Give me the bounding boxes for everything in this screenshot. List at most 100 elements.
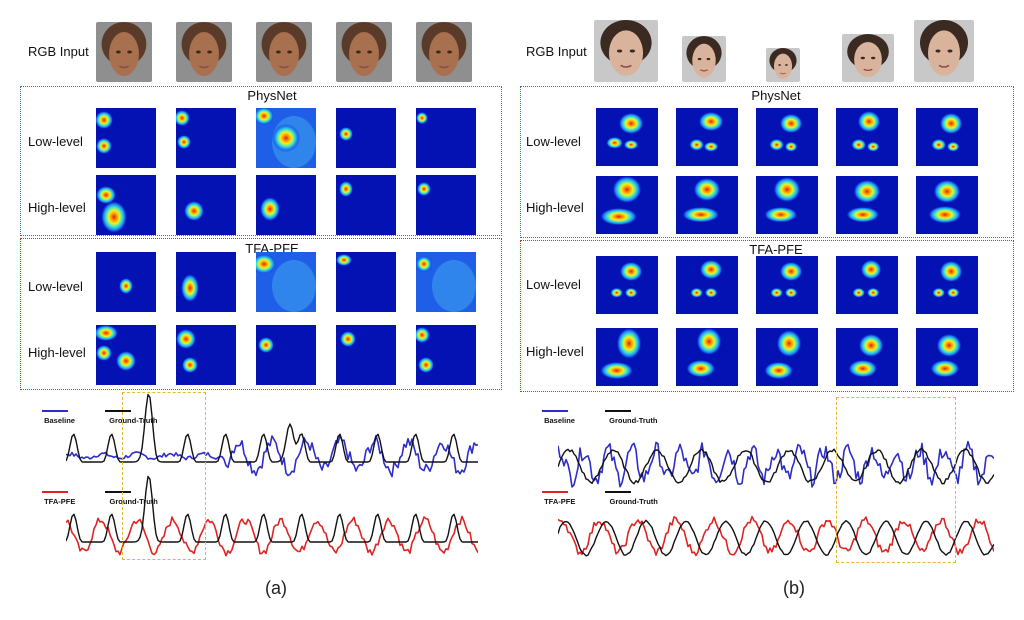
heatmap-cell	[416, 108, 476, 168]
tfa-pfe-signal-plot	[558, 515, 994, 557]
ground-truth-swatch	[105, 491, 132, 494]
signal-legend-top: Baseline Ground-Truth	[542, 410, 683, 425]
legend-ground-truth: Ground-Truth	[609, 416, 658, 425]
tfa-pfe-section	[520, 240, 1014, 392]
heatmap-cell	[596, 256, 658, 314]
signal-legend-bottom: TFA-PFE Ground-Truth	[42, 491, 184, 506]
signal-line	[558, 447, 994, 485]
heatmap-cell	[676, 328, 738, 386]
panel-b: RGB Input PhysNet Low-level High-level T…	[512, 0, 1024, 620]
signal-line	[66, 393, 478, 463]
legend-baseline: Baseline	[44, 416, 75, 425]
heatmap-cell	[96, 252, 156, 312]
heatmap-cell	[176, 175, 236, 235]
heatmap-cell	[676, 256, 738, 314]
heatmap-cell	[836, 176, 898, 234]
tfa-pfe-title: TFA-PFE	[749, 242, 803, 257]
rgb-face-thumbnail	[682, 36, 726, 82]
tfa-pfe-swatch	[542, 491, 568, 494]
heatmap-cell	[336, 108, 396, 168]
heatmap-cell	[416, 252, 476, 312]
rgb-face-thumbnail	[914, 20, 974, 82]
heatmap-cell	[176, 252, 236, 312]
heatmap-cell	[176, 325, 236, 385]
heatmap-cell	[176, 108, 236, 168]
physnet-section	[20, 86, 502, 236]
physnet-title: PhysNet	[751, 88, 801, 103]
highlight-region	[836, 397, 956, 563]
legend-tfa-pfe: TFA-PFE	[544, 497, 576, 506]
physnet-low-level-label: Low-level	[28, 134, 83, 149]
heatmap-cell	[416, 175, 476, 235]
heatmap-cell	[96, 325, 156, 385]
signal-line	[66, 475, 478, 543]
physnet-title: PhysNet	[247, 88, 297, 103]
baseline-signal-plot	[558, 440, 994, 488]
heatmap-cell	[596, 108, 658, 166]
heatmap-cell	[256, 252, 316, 312]
heatmap-cell	[336, 325, 396, 385]
signal-line	[66, 515, 478, 557]
baseline-signal-plot	[66, 393, 478, 478]
heatmap-cell	[676, 108, 738, 166]
heatmap-cell	[916, 108, 978, 166]
signal-line	[558, 440, 994, 488]
panel-caption: (a)	[265, 578, 287, 598]
heatmap-cell	[916, 328, 978, 386]
legend-ground-truth: Ground-Truth	[609, 497, 658, 506]
tfa-high-level-label: High-level	[526, 344, 584, 359]
rgb-face-thumbnail	[96, 22, 152, 82]
physnet-section	[520, 86, 1014, 238]
rgb-face-thumbnail	[594, 20, 658, 82]
heatmap-cell	[916, 176, 978, 234]
heatmap-cell	[336, 252, 396, 312]
signal-legend-top: Baseline Ground-Truth	[42, 410, 183, 425]
legend-ground-truth: Ground-Truth	[109, 416, 158, 425]
heatmap-cell	[96, 175, 156, 235]
panel-caption: (b)	[783, 578, 805, 598]
physnet-low-level-label: Low-level	[526, 134, 581, 149]
rgb-face-thumbnail	[766, 48, 800, 82]
rgb-face-thumbnail	[416, 22, 472, 82]
heatmap-cell	[256, 108, 316, 168]
heatmap-cell	[836, 328, 898, 386]
tfa-low-level-label: Low-level	[526, 277, 581, 292]
legend-tfa-pfe: TFA-PFE	[44, 497, 76, 506]
tfa-high-level-label: High-level	[28, 345, 86, 360]
legend-baseline: Baseline	[544, 416, 575, 425]
physnet-high-level-label: High-level	[526, 200, 584, 215]
heatmap-cell	[96, 108, 156, 168]
ground-truth-swatch	[105, 410, 132, 413]
rgb-face-thumbnail	[336, 22, 392, 82]
rgb-face-thumbnail	[842, 34, 894, 82]
ground-truth-swatch	[605, 491, 632, 494]
heatmap-cell	[336, 175, 396, 235]
heatmap-cell	[756, 328, 818, 386]
baseline-swatch	[42, 410, 68, 413]
signal-line	[558, 515, 994, 557]
heatmap-cell	[836, 108, 898, 166]
signal-legend-bottom: TFA-PFE Ground-Truth	[542, 491, 684, 506]
heatmap-cell	[256, 325, 316, 385]
panel-a: RGB Input PhysNet Low-level High-level T…	[20, 22, 502, 598]
heatmap-cell	[256, 175, 316, 235]
rgb-face-thumbnail	[176, 22, 232, 82]
heatmap-cell	[916, 256, 978, 314]
tfa-low-level-label: Low-level	[28, 279, 83, 294]
highlight-region	[122, 392, 206, 560]
physnet-high-level-label: High-level	[28, 200, 86, 215]
heatmap-cell	[416, 325, 476, 385]
rgb-input-label: RGB Input	[28, 44, 89, 59]
ground-truth-swatch	[605, 410, 632, 413]
rgb-input-label: RGB Input	[526, 44, 587, 59]
heatmap-cell	[756, 108, 818, 166]
signal-line	[558, 519, 994, 557]
baseline-swatch	[542, 410, 568, 413]
tfa-pfe-section	[20, 238, 502, 390]
heatmap-cell	[756, 176, 818, 234]
heatmap-cell	[676, 176, 738, 234]
rgb-face-thumbnail	[256, 22, 312, 82]
legend-ground-truth: Ground-Truth	[109, 497, 158, 506]
tfa-pfe-signal-plot	[66, 475, 478, 557]
signal-line	[66, 434, 478, 478]
